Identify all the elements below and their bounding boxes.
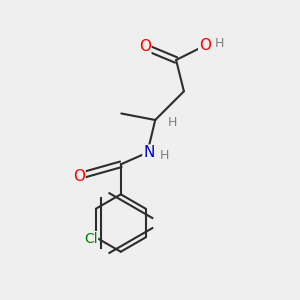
Text: O: O xyxy=(139,40,151,55)
Text: O: O xyxy=(73,169,85,184)
Text: Cl: Cl xyxy=(84,232,98,246)
Text: H: H xyxy=(167,116,177,129)
Text: H: H xyxy=(160,149,169,162)
Text: H: H xyxy=(214,37,224,50)
Text: N: N xyxy=(143,145,154,160)
Text: O: O xyxy=(199,38,211,53)
